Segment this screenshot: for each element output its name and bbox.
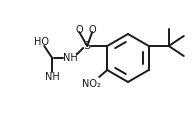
Text: S: S xyxy=(84,41,91,51)
Text: NH: NH xyxy=(45,72,60,82)
Text: NH: NH xyxy=(63,53,78,63)
Text: O: O xyxy=(75,25,83,35)
Text: HO: HO xyxy=(34,37,49,47)
Text: NO₂: NO₂ xyxy=(82,79,101,89)
Text: O: O xyxy=(88,25,96,35)
